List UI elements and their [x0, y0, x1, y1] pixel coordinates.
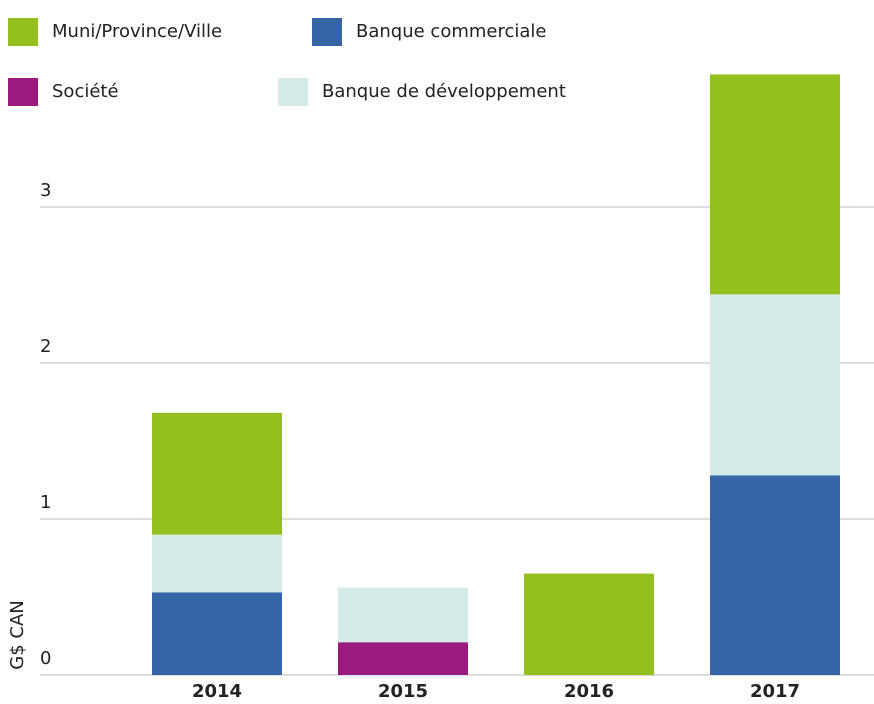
legend-swatch	[278, 78, 308, 106]
y-tick-label: 1	[40, 492, 51, 513]
x-tick-label: 2017	[750, 681, 800, 702]
legend-label: Société	[52, 81, 119, 102]
legend-swatch	[312, 18, 342, 46]
y-axis-label: G$ CAN	[7, 600, 28, 669]
legend-label: Muni/Province/Ville	[52, 21, 222, 42]
x-tick-label: 2014	[192, 681, 242, 702]
bar-segment	[338, 587, 468, 643]
y-tick-label: 0	[40, 648, 51, 669]
x-tick-label: 2015	[378, 681, 428, 702]
y-tick-label: 3	[40, 180, 51, 201]
y-tick-label: 2	[40, 336, 51, 357]
bar-segment	[152, 412, 282, 535]
bar-segment	[338, 642, 468, 675]
bar-segment	[710, 475, 840, 675]
legend-swatch	[8, 78, 38, 106]
bar-segment	[152, 592, 282, 675]
bar-segment	[710, 294, 840, 476]
legend-label: Banque commerciale	[356, 21, 546, 42]
x-tick-label: 2016	[564, 681, 614, 702]
bar-segment	[524, 573, 654, 675]
bar-segment	[710, 74, 840, 295]
legend-label: Banque de développement	[322, 81, 566, 102]
legend-swatch	[8, 18, 38, 46]
bar-segment	[152, 534, 282, 593]
